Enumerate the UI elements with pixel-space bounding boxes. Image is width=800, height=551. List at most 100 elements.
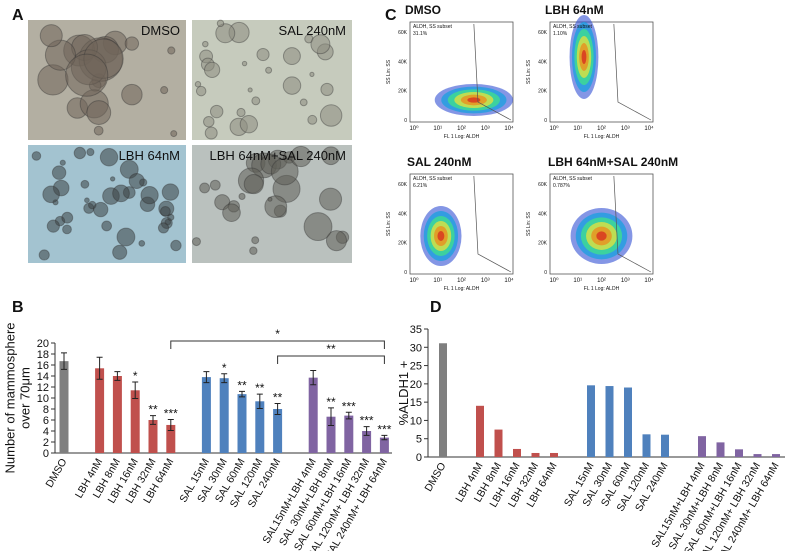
flow-y-tick-label: 60K [398, 182, 408, 188]
flow-x-tick-label: 10¹ [573, 278, 582, 284]
cell-cluster [243, 174, 264, 195]
error-bar [256, 393, 263, 409]
cell-cluster [140, 186, 159, 205]
cell-cluster [42, 185, 60, 204]
bar [439, 343, 447, 457]
flow-y-tick-label: 0 [404, 118, 407, 124]
flow-y-label: SS Lin: SS [386, 59, 392, 84]
panel-label: D [430, 299, 442, 316]
cell-cluster [61, 211, 74, 224]
cell-cluster [267, 196, 273, 202]
flow-x-tick-label: 10⁴ [644, 277, 654, 284]
y-axis-label: Number of mammosphere [3, 323, 18, 474]
bar [308, 377, 318, 453]
flow-y-label: SS Lin: SS [526, 59, 532, 84]
cell-cluster [249, 246, 258, 255]
cell-cluster [310, 34, 331, 55]
bar [513, 448, 521, 457]
flow-y-label: SS Lin: SS [526, 211, 532, 236]
error-bar [114, 371, 121, 381]
y-tick-label: 35 [410, 324, 422, 336]
flow-x-tick-label: 10³ [621, 278, 630, 284]
cell-cluster [251, 96, 261, 106]
bar [201, 377, 211, 453]
flow-x-label: FL 1 Log: ALDH [444, 286, 480, 292]
density [434, 84, 513, 116]
bar [587, 385, 595, 457]
bar [273, 409, 283, 453]
flow-x-tick-label: 10³ [481, 126, 490, 132]
bar [698, 436, 706, 457]
significance: *** [377, 422, 391, 436]
y-tick-label: 30 [410, 342, 422, 354]
flow-x-tick-label: 10⁰ [409, 125, 419, 132]
significance: *** [164, 406, 178, 420]
bar [166, 424, 176, 453]
flow-y-tick-label: 40K [398, 59, 408, 65]
density-level [437, 231, 445, 241]
bar [379, 437, 389, 453]
cell-cluster [160, 86, 169, 95]
flow-x-tick-label: 10² [457, 278, 466, 284]
flow-x-tick-label: 10⁰ [549, 277, 559, 284]
flow-x-tick-label: 10⁰ [409, 277, 419, 284]
cell-cluster [320, 82, 334, 97]
flow-x-tick-label: 10³ [621, 126, 630, 132]
error-bar [274, 403, 281, 415]
cell-cluster [215, 23, 236, 44]
cell-cluster [204, 126, 218, 140]
flow-percent: 1.10% [553, 31, 568, 37]
y-tick-label: 20 [410, 379, 422, 391]
bar [130, 390, 140, 453]
cell-cluster [116, 227, 136, 247]
density [570, 208, 633, 264]
y-axis-label: %ALDH1 + [396, 361, 411, 426]
density-level [596, 231, 607, 241]
cell-cluster [84, 197, 90, 204]
cell-cluster [199, 182, 211, 194]
flow-x-tick-label: 10² [457, 126, 466, 132]
gate [613, 23, 652, 121]
cell-cluster [251, 236, 260, 245]
bar [362, 431, 372, 453]
cell-cluster [31, 151, 42, 161]
cell-cluster [194, 81, 202, 88]
bar [476, 405, 484, 457]
significance: *** [360, 414, 374, 428]
cell-cluster [170, 130, 178, 138]
flow-percent: 0.787% [553, 183, 571, 189]
cell-cluster [216, 19, 225, 28]
y-tick-label: 4 [43, 426, 49, 438]
cell-cluster [124, 36, 140, 51]
bar [716, 442, 725, 457]
flow-y-tick-label: 0 [404, 270, 407, 276]
y-tick-label: 14 [37, 371, 49, 383]
error-bar [381, 434, 388, 441]
cell-cluster [46, 219, 60, 233]
cell-cluster [239, 115, 259, 134]
cell-cluster [282, 47, 301, 66]
error-bar [167, 418, 174, 431]
y-axis-label: over 70μm [18, 367, 33, 429]
flow-y-tick-label: 0 [544, 270, 547, 276]
flow-x-tick-label: 10³ [481, 278, 490, 284]
cell-cluster [203, 116, 215, 128]
bracket-label: ** [326, 342, 336, 356]
significance: * [133, 369, 138, 383]
cell-cluster [299, 98, 308, 107]
gate [473, 175, 512, 273]
error-bar [239, 390, 245, 398]
y-tick-label: 2 [43, 437, 49, 449]
significance: ** [255, 381, 265, 395]
micrograph-label: DMSO [141, 23, 180, 38]
bar [112, 376, 122, 453]
cell-cluster [62, 224, 72, 235]
cell-cluster [309, 71, 315, 77]
flow-percent: 6.21% [413, 183, 428, 189]
flow-subset: ALDH, SS subset [413, 24, 453, 30]
bar [605, 386, 614, 457]
cell-cluster [112, 184, 130, 203]
cell-cluster [128, 172, 145, 190]
bar [550, 452, 558, 457]
bar [661, 434, 669, 457]
